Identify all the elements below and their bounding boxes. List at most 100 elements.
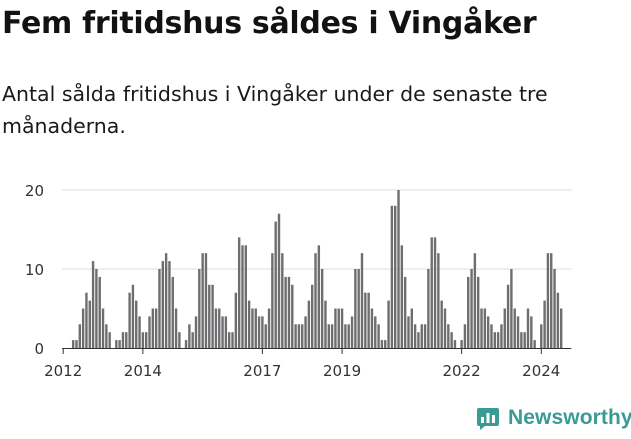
bar [218, 308, 221, 348]
bar [221, 316, 224, 348]
bar [234, 292, 238, 348]
bar [188, 324, 191, 348]
bar [71, 340, 75, 348]
bar [377, 324, 380, 348]
x-tick-label: 2024 [522, 362, 560, 380]
bar [467, 276, 470, 348]
bar [556, 292, 560, 348]
bar [340, 308, 344, 348]
bar [324, 300, 327, 348]
bar [526, 308, 530, 348]
x-tick-label: 2017 [243, 362, 281, 380]
bar [516, 316, 520, 348]
bar [520, 332, 523, 348]
bar [503, 308, 506, 348]
bar [135, 300, 138, 348]
bar [320, 269, 324, 348]
bar [523, 332, 526, 348]
bar [364, 292, 367, 348]
x-tick-label: 2014 [124, 362, 162, 380]
bar [178, 332, 181, 348]
bar-chart: 0 10 20 2012 2014 2017 2019 2022 2024 5 [25, 170, 572, 380]
bar [161, 261, 164, 348]
bar [201, 253, 204, 348]
bar [284, 276, 287, 348]
bar [490, 324, 493, 348]
bar [470, 269, 473, 348]
bar [138, 316, 141, 348]
bar [287, 276, 291, 348]
bar [530, 316, 533, 348]
bar [403, 276, 407, 348]
bar [85, 292, 88, 348]
bar [443, 308, 447, 348]
bar [267, 308, 271, 348]
bar [301, 324, 304, 348]
bar [496, 332, 500, 348]
bar [211, 284, 214, 348]
bar [410, 308, 413, 348]
bar [413, 324, 417, 348]
bar [311, 284, 314, 348]
bar [463, 324, 467, 348]
bar [251, 308, 254, 348]
bar [208, 284, 211, 348]
bar [148, 316, 151, 348]
bar [480, 308, 483, 348]
bar [291, 284, 294, 348]
bar [194, 316, 198, 348]
bar [128, 292, 131, 348]
bar [506, 284, 510, 348]
bar [543, 300, 546, 348]
bar [304, 316, 307, 348]
bar [241, 245, 244, 348]
bar [374, 316, 377, 348]
bar [91, 261, 95, 348]
bar [141, 332, 145, 348]
bar [433, 237, 437, 348]
bar [151, 308, 155, 348]
bar [420, 324, 423, 348]
bar [546, 253, 550, 348]
bar [560, 308, 563, 348]
bar [168, 261, 171, 348]
bar [171, 276, 174, 348]
bar [121, 332, 125, 348]
bar [397, 190, 400, 348]
bar [453, 340, 457, 348]
bar [450, 332, 453, 348]
bar [360, 253, 364, 348]
bar [101, 308, 105, 348]
bar [297, 324, 301, 348]
y-tick-label: 0 [34, 340, 44, 358]
bar [257, 316, 261, 348]
bar [477, 276, 480, 348]
bar [513, 308, 516, 348]
bar [440, 300, 443, 348]
bar [237, 237, 241, 348]
x-tick-label: 2019 [323, 362, 361, 380]
bar [347, 324, 350, 348]
bar [254, 308, 257, 348]
bar [367, 292, 370, 348]
bar [184, 340, 188, 348]
bar [247, 300, 251, 348]
bar [317, 245, 321, 348]
bar [264, 324, 267, 348]
bar [407, 316, 410, 348]
bar [427, 269, 430, 348]
bar [191, 332, 194, 348]
bar [281, 253, 284, 348]
bar [394, 205, 397, 348]
bar [274, 221, 277, 348]
bar [294, 324, 297, 348]
bar [125, 332, 128, 348]
bar [327, 324, 330, 348]
y-tick-label: 20 [25, 182, 44, 200]
bar [88, 300, 91, 348]
bar [261, 316, 264, 348]
value-annotation: 5 [559, 170, 569, 174]
bar [447, 324, 450, 348]
y-tick-label: 10 [25, 261, 44, 279]
bar [75, 340, 78, 348]
